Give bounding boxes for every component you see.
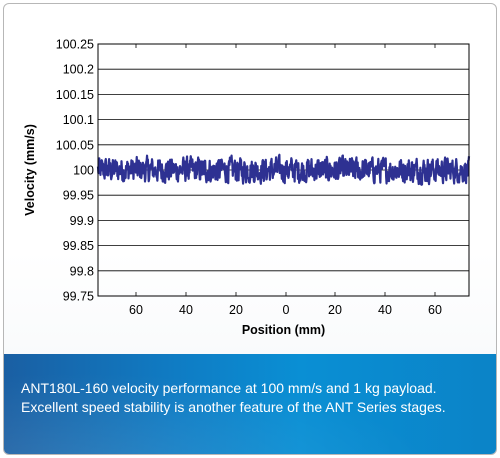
y-tick-label: 100 [73,164,94,178]
y-tick-label: 100.2 [63,63,94,77]
caption-line-1: ANT180L-160 velocity performance at 100 … [21,380,437,396]
velocity-chart: 100.25 100.2 100.15 100.1 100.05 100 99.95 99.9… [23,38,471,337]
chart-area: 100.25 100.2 100.15 100.1 100.05 100 99.95 99.9… [4,4,496,354]
x-tick-label: 40 [179,303,193,317]
caption-band: ANT180L-160 velocity performance at 100 … [4,354,496,454]
y-tick-label: 100.05 [56,138,94,152]
x-axis-title: Position (mm) [242,323,325,337]
caption-line-2: Excellent speed stability is another fea… [21,399,446,415]
x-tick-label: 20 [328,303,342,317]
y-tick-label: 99.95 [63,189,94,203]
caption: ANT180L-160 velocity performance at 100 … [21,379,491,417]
y-tick-label: 99.9 [70,214,94,228]
x-tick-label: 60 [428,303,442,317]
plot-frame [97,43,470,297]
y-tick-label: 99.8 [70,264,94,278]
x-axis: 60 40 20 0 20 40 60 [129,44,442,317]
y-axis-title: Velocity (mm/s) [23,124,37,216]
x-tick-label: 60 [129,303,143,317]
figure-card: 100.25 100.2 100.15 100.1 100.05 100 99.95 99.9… [3,3,497,455]
x-tick-label: 0 [283,303,290,317]
y-axis: 100.25 100.2 100.15 100.1 100.05 100 99.95 99.9… [56,38,94,304]
velocity-trace [96,153,471,186]
y-tick-label: 100.25 [56,38,94,52]
y-tick-label: 99.75 [63,290,94,304]
x-tick-label: 40 [378,303,392,317]
velocity-series [96,153,471,186]
y-tick-label: 100.15 [56,88,94,102]
y-tick-label: 100.1 [63,113,94,127]
y-tick-label: 99.85 [63,239,94,253]
x-tick-label: 20 [229,303,243,317]
